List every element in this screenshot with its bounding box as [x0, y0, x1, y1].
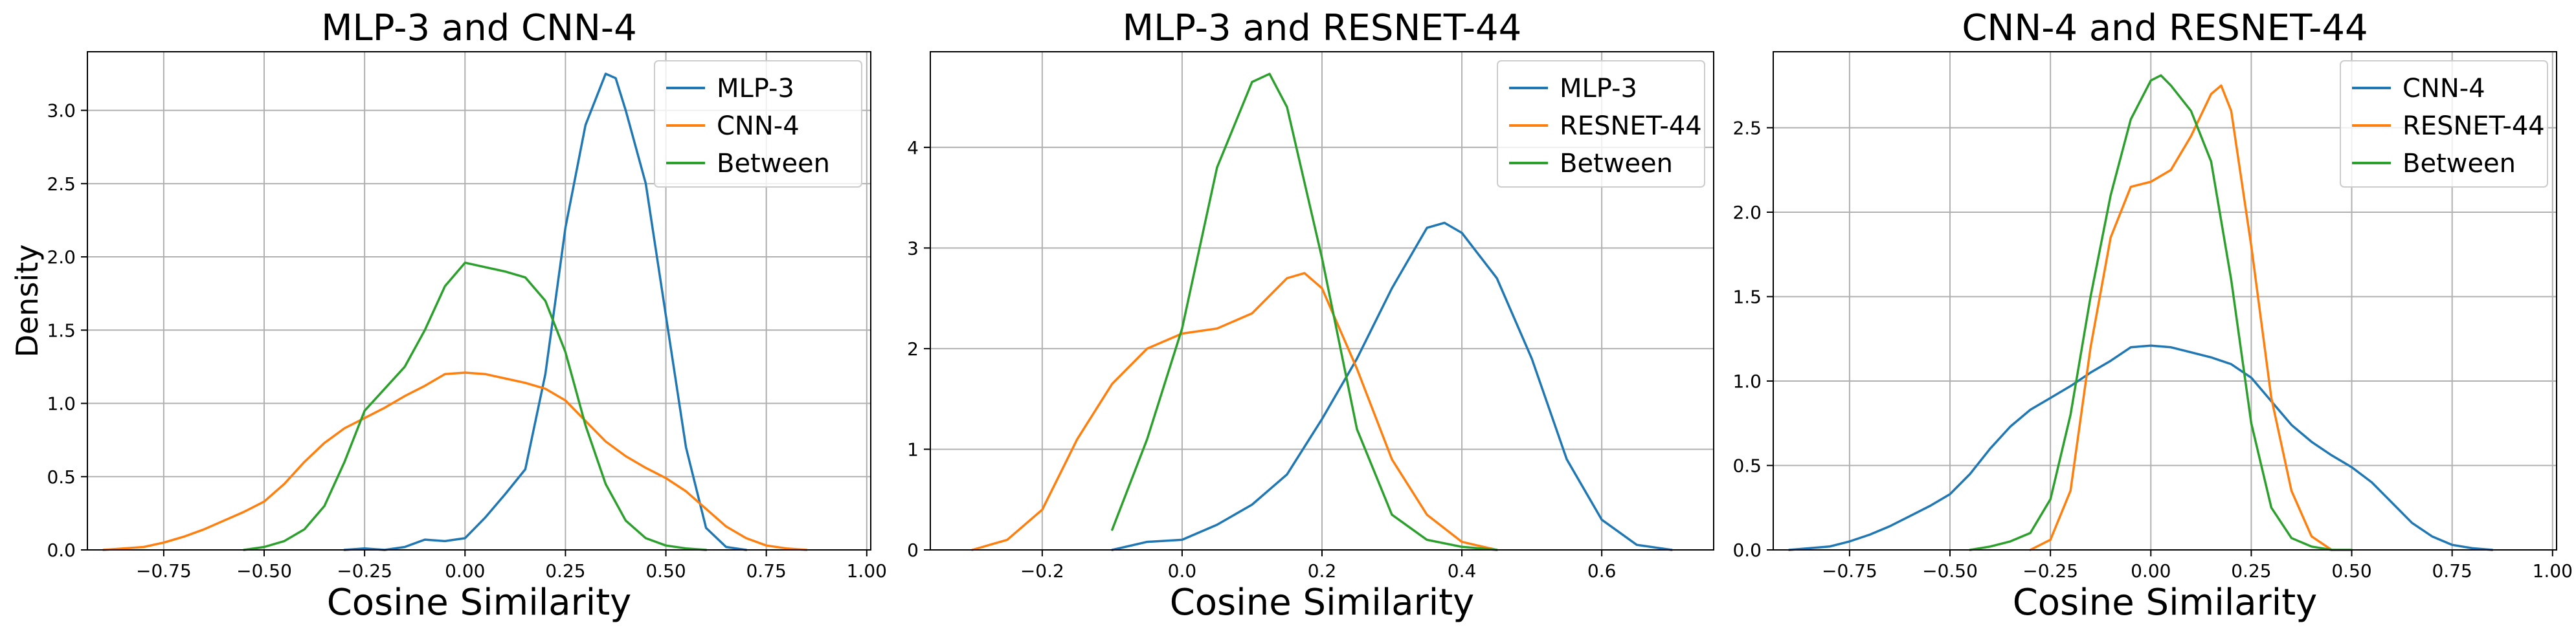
y-tick-label: 2.0 [1732, 202, 1762, 223]
legend-box [2340, 60, 2548, 188]
x-tick-label: 0.25 [2231, 560, 2271, 582]
x-axis-label: Cosine Similarity [327, 582, 632, 624]
legend: MLP-3 CNN-4 Between [654, 60, 862, 188]
chart-panel-1: −0.75 −0.50 −0.25 0.00 0.25 0.50 0.75 1.00 0.0 0.… [10, 7, 887, 624]
chart-title: CNN-4 and RESNET-44 [1962, 7, 2368, 49]
legend: CNN-4 RESNET-44 Between [2340, 60, 2548, 188]
y-tick-label: 0 [907, 540, 919, 561]
x-tick-label: 1.00 [847, 560, 887, 582]
legend-label: Between [1560, 149, 1673, 179]
x-tick-label: 1.00 [2533, 560, 2573, 582]
chart-panel-2: −0.2 0.0 0.2 0.4 0.6 0 1 2 3 4 MLP-3 and RESNET-44… [907, 7, 1714, 624]
x-tick-label: −0.50 [1922, 560, 1978, 582]
legend-label: RESNET-44 [1560, 111, 1702, 141]
x-tick-label: −0.25 [2022, 560, 2078, 582]
y-tick-label: 2.0 [47, 246, 76, 268]
chart-title: MLP-3 and RESNET-44 [1123, 7, 1522, 49]
legend-label: Between [717, 149, 830, 179]
series-line-between [243, 261, 708, 551]
series-line-mlp-3 [343, 72, 748, 551]
y-tick-label: 1.5 [47, 320, 76, 341]
x-tick-label: 0.50 [645, 560, 686, 582]
y-tick-label: 0.0 [47, 540, 76, 561]
legend-box [654, 60, 862, 188]
y-axis-label: Density [10, 245, 45, 358]
y-tick-label: 3.0 [47, 100, 76, 122]
x-tick-label: 0.50 [2331, 560, 2371, 582]
legend-label: CNN-4 [2402, 74, 2485, 104]
plot-frame [87, 51, 871, 551]
series-line-resnet-44 [971, 272, 1498, 551]
x-tick-label: 0.75 [2432, 560, 2472, 582]
legend-label: Between [2402, 149, 2516, 179]
y-tick-label: 1.0 [47, 393, 76, 415]
x-tick-label: 0.2 [1308, 560, 1337, 582]
y-tick-label: 2.5 [1732, 117, 1762, 138]
x-axis-label: Cosine Similarity [1170, 582, 1475, 624]
x-tick-label: 0.75 [746, 560, 786, 582]
legend-label: RESNET-44 [2402, 111, 2545, 141]
legend-label: MLP-3 [717, 74, 794, 104]
series-line-mlp-3 [1111, 221, 1673, 551]
y-tick-label: 2.5 [47, 173, 76, 195]
y-tick-label: 1.0 [1732, 371, 1762, 392]
chart-panel-3: −0.75 −0.50 −0.25 0.00 0.25 0.50 0.75 1.00 0.0 0.… [1732, 7, 2572, 624]
legend: MLP-3 RESNET-44 Between [1497, 60, 1705, 188]
x-axis-label: Cosine Similarity [2013, 582, 2318, 624]
grid [930, 52, 1714, 551]
chart-title: MLP-3 and CNN-4 [321, 7, 637, 49]
legend-label: MLP-3 [1560, 74, 1637, 104]
y-tick-label: 1.5 [1732, 286, 1762, 307]
legend-box [1497, 60, 1705, 188]
y-tick-label: 2 [907, 338, 919, 360]
x-tick-label: −0.75 [1822, 560, 1877, 582]
y-tick-label: 0.5 [1732, 455, 1762, 476]
y-tick-label: 3 [907, 237, 919, 259]
series-line-between [1969, 74, 2353, 551]
x-tick-label: 0.4 [1448, 560, 1477, 582]
series-line-cnn-4 [102, 371, 808, 551]
x-tick-label: −0.50 [236, 560, 292, 582]
x-tick-label: −0.2 [1020, 560, 1064, 582]
x-tick-label: 0.0 [1168, 560, 1197, 582]
y-tick-label: 0.0 [1732, 540, 1762, 561]
x-tick-label: 0.6 [1587, 560, 1617, 582]
y-tick-label: 1 [907, 439, 919, 460]
y-tick-label: 0.5 [47, 466, 76, 488]
x-tick-label: 0.00 [2131, 560, 2171, 582]
series-line-resnet-44 [2029, 84, 2333, 551]
x-tick-label: 0.00 [445, 560, 485, 582]
series-line-cnn-4 [1788, 344, 2494, 551]
x-tick-label: 0.25 [545, 560, 585, 582]
y-tick-label: 4 [907, 137, 919, 158]
plot-frame [1773, 51, 2557, 551]
x-tick-label: −0.25 [337, 560, 392, 582]
series-line-between [1111, 72, 1498, 551]
legend-label: CNN-4 [717, 111, 800, 141]
x-tick-label: −0.75 [136, 560, 192, 582]
